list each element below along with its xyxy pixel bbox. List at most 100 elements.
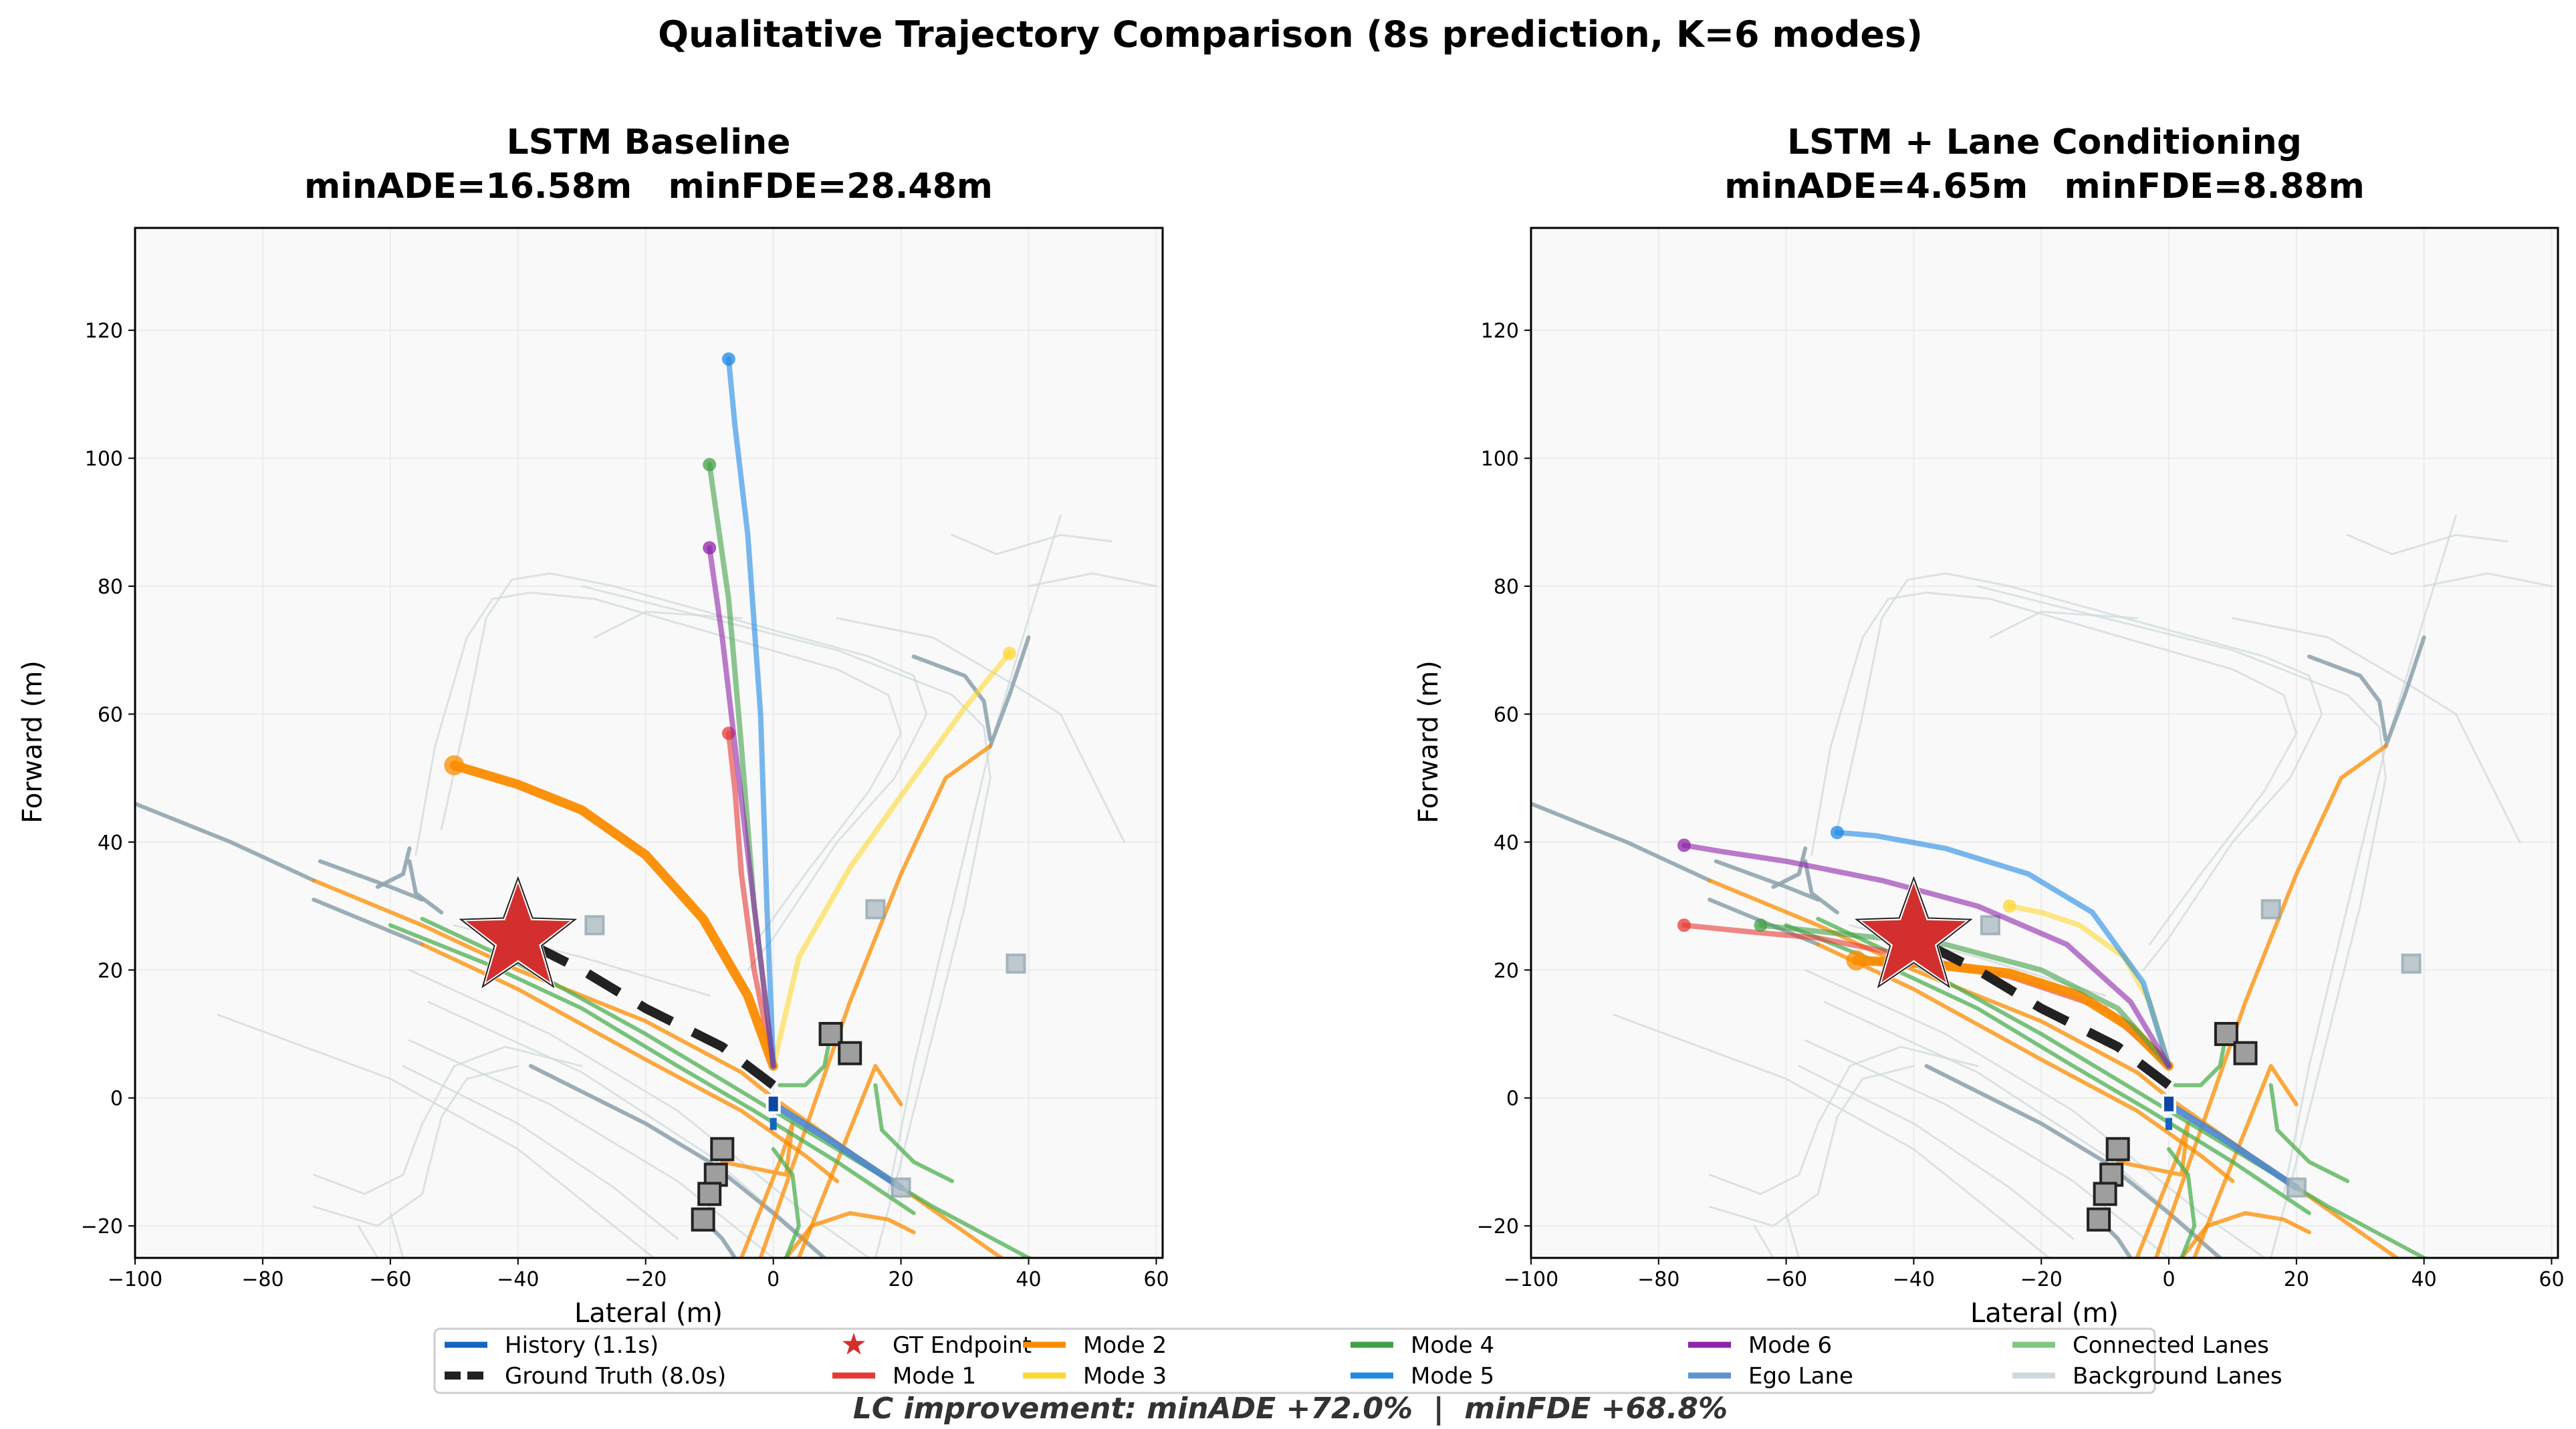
lane-background: [1708, 1065, 1915, 1227]
lane-background: [415, 592, 903, 946]
lane-background: [2423, 572, 2553, 588]
legend-label: Mode 6: [1748, 1332, 1832, 1359]
y-tick-label: 100: [85, 448, 123, 471]
lane-connected-orange: [1816, 942, 2235, 1184]
panel-title: LSTM Baseline: [507, 122, 791, 162]
endpoint-mode-3: [1002, 646, 1016, 660]
lane-background: [1028, 572, 1157, 588]
lane-context: [407, 859, 444, 915]
legend-label: Ground Truth (8.0s): [505, 1363, 726, 1390]
lane-context: [312, 898, 425, 946]
agent-marker: [838, 1041, 862, 1065]
legend-item: Mode 1: [832, 1363, 976, 1390]
endpoint-mode-4: [1754, 918, 1768, 932]
endpoint-mode-5: [721, 352, 735, 366]
lane-connected-orange: [758, 744, 993, 1258]
lane-context: [135, 801, 316, 883]
lane-connected-orange: [2180, 1211, 2311, 1258]
lane-background: [1810, 592, 2298, 946]
lane-background: [408, 1039, 775, 1258]
trajectory-mode-6: [707, 545, 776, 1069]
agent-marker: [2093, 1182, 2117, 1206]
lane-background: [1836, 572, 2323, 971]
lane-connected-orange: [784, 1211, 916, 1258]
agent-marker-faded: [865, 899, 886, 920]
y-tick-label: 80: [98, 575, 123, 599]
lane-context: [1714, 859, 1821, 902]
lane-context: [1531, 801, 1712, 883]
trajectory-mode-5: [1834, 829, 2172, 1069]
ground-truth-line: [1911, 934, 2172, 1089]
legend-item: Ground Truth (8.0s): [445, 1363, 726, 1390]
lane-context: [1771, 846, 1808, 889]
x-tick-label: −100: [108, 1268, 162, 1291]
endpoint-mode-6: [1677, 838, 1691, 852]
lane-ego: [770, 1101, 905, 1191]
y-tick-label: 100: [1481, 448, 1519, 471]
x-tick-label: −40: [497, 1268, 539, 1291]
agent-marker: [703, 1162, 728, 1187]
ground-truth-line: [515, 934, 776, 1089]
legend-label: Mode 5: [1411, 1363, 1494, 1390]
x-tick-label: −80: [1637, 1268, 1679, 1291]
lane-context: [375, 846, 412, 889]
lane-context: [318, 859, 425, 902]
legend-item: Connected Lanes: [2012, 1332, 2269, 1359]
panel-subtitle: minADE=16.58m minFDE=28.48m: [304, 166, 993, 207]
legend-label: Connected Lanes: [2073, 1332, 2269, 1359]
legend-item: Mode 3: [1023, 1363, 1167, 1390]
lane-connected-orange: [312, 878, 1005, 1258]
ego-vehicle: [766, 1093, 781, 1114]
plot-area: [1531, 228, 2558, 1258]
legend-label: Mode 1: [893, 1363, 976, 1390]
lane-connected-orange: [2154, 744, 2388, 1258]
lane-connected-green: [778, 1032, 833, 1087]
x-axis-label: Lateral (m): [1970, 1298, 2119, 1329]
endpoint-mode-6: [703, 541, 717, 555]
lane-background: [402, 1065, 679, 1240]
y-tick-label: 40: [1494, 831, 1519, 855]
agent-marker-faded: [2286, 1177, 2307, 1198]
y-axis-label: Forward (m): [1413, 660, 1444, 823]
lane-connected-orange: [420, 942, 840, 1184]
x-tick-label: −60: [369, 1268, 411, 1291]
agent-marker-faded: [584, 915, 605, 936]
x-tick-label: 40: [1016, 1268, 1041, 1291]
y-tick-label: 0: [110, 1087, 123, 1111]
legend-item: GT Endpoint: [842, 1332, 1032, 1359]
trajectory-mode-1: [725, 731, 776, 1069]
agent-marker-faded: [891, 1177, 911, 1198]
legend-item: Mode 4: [1351, 1332, 1494, 1359]
lane-background: [357, 1224, 379, 1258]
suptitle: Qualitative Trajectory Comparison (8s pr…: [658, 13, 1923, 55]
agent-marker-faded: [1980, 915, 2000, 936]
x-tick-label: 0: [767, 1268, 780, 1291]
lane-background: [408, 968, 870, 1258]
x-axis-label: Lateral (m): [574, 1298, 723, 1329]
lane-background: [312, 1045, 583, 1195]
agent-marker: [818, 1022, 843, 1046]
legend-star-icon: [842, 1333, 866, 1355]
x-tick-label: −60: [1765, 1268, 1807, 1291]
trajectory-mode-3: [770, 650, 1012, 1069]
legend-label: Mode 2: [1083, 1332, 1167, 1359]
axes-frame: [134, 227, 1164, 1259]
y-tick-label: 20: [98, 959, 123, 983]
lane-context: [911, 654, 993, 742]
lane-background: [1989, 610, 2138, 639]
lane-context: [528, 1063, 826, 1258]
lane-connected-green: [771, 1147, 801, 1258]
legend-label: History (1.1s): [505, 1332, 659, 1359]
legend-item: Mode 6: [1688, 1332, 1832, 1359]
lane-background: [1785, 1212, 1800, 1258]
gt-endpoint-star-outline: [1855, 876, 1973, 989]
agent-marker-faded: [2401, 953, 2422, 974]
footer-improvement: LC improvement: minADE +72.0% | minFDE +…: [853, 1392, 1728, 1426]
legend: History (1.1s) Ground Truth (8.0s) GT Endp…: [433, 1327, 2282, 1394]
legend-label: Mode 4: [1411, 1332, 1494, 1359]
trajectory-mode-4: [1758, 922, 2172, 1069]
legend-label: Background Lanes: [2073, 1363, 2282, 1390]
lane-background: [427, 1001, 806, 1240]
x-tick-label: 40: [2412, 1268, 2437, 1291]
